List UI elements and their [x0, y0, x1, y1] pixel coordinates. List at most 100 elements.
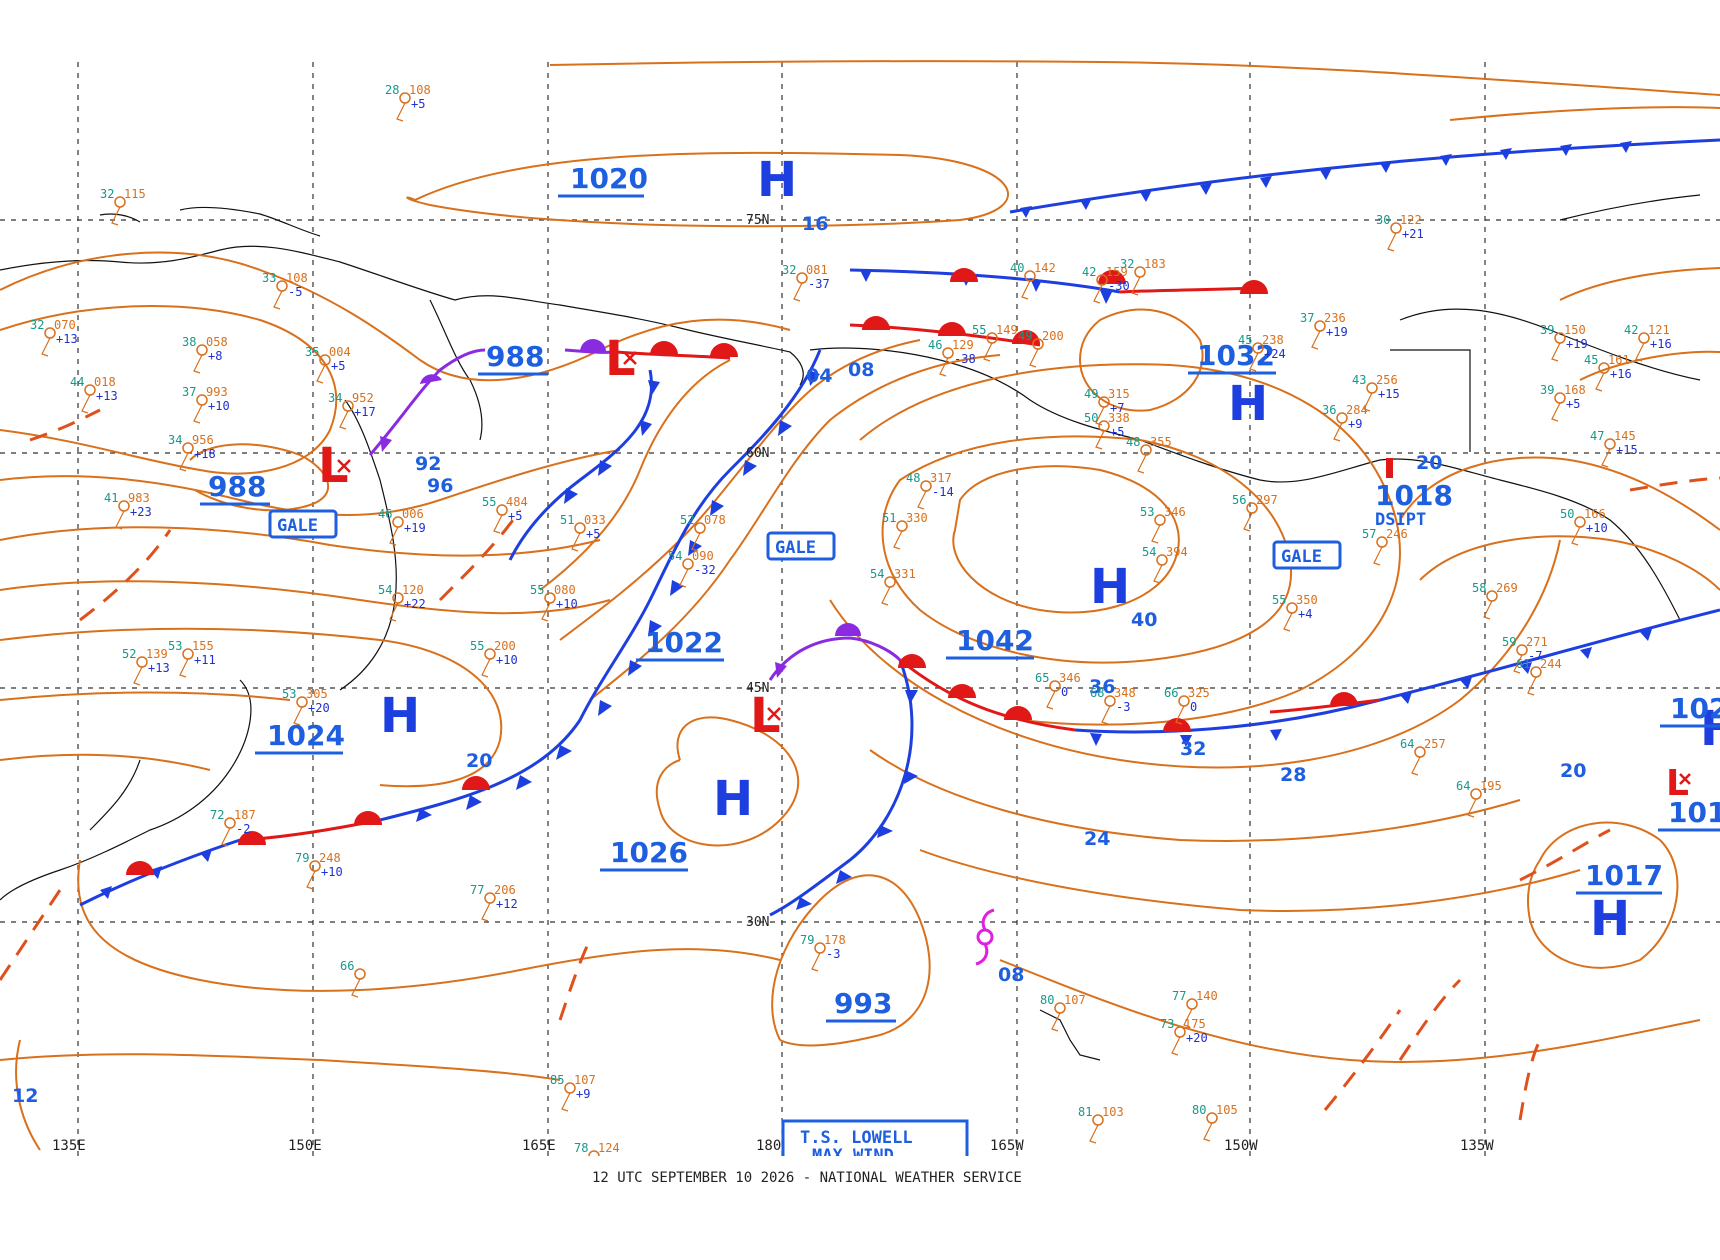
- station-temperature: 66: [1164, 686, 1178, 700]
- station-plot: 34 956+18: [168, 433, 216, 472]
- station-temperature: 37: [1300, 311, 1314, 325]
- high-center-symbol: H: [1228, 376, 1268, 432]
- station-tendency: +13: [148, 661, 170, 675]
- station-temperature: 53: [282, 687, 296, 701]
- station-plot: 51 330: [882, 511, 928, 550]
- station-plot: 54 120+22: [378, 583, 426, 622]
- latitude-label: 60N: [746, 446, 769, 461]
- station-temperature: 34: [328, 391, 342, 405]
- wind-barb-icon: [983, 342, 993, 362]
- station-plot: 85 107+9: [550, 1073, 596, 1112]
- station-pressure: 355: [1150, 435, 1172, 449]
- station-plot: 39 150+19: [1540, 323, 1588, 362]
- longitude-label: 150W: [1224, 1138, 1258, 1154]
- station-temperature: 55: [470, 639, 484, 653]
- station-temperature: 43: [1352, 373, 1366, 387]
- station-tendency: +11: [194, 653, 216, 667]
- station-pressure: 257: [1424, 737, 1446, 751]
- station-plot: 53 155+11: [168, 639, 216, 678]
- station-temperature: 72: [210, 808, 224, 822]
- station-plot: 55 200+10: [470, 639, 518, 678]
- wind-barb-icon: [1095, 430, 1105, 450]
- longitude-label: 135E: [52, 1138, 86, 1154]
- station-tendency: +20: [1186, 1031, 1208, 1045]
- isobar-value: 32: [1180, 738, 1206, 760]
- wind-barb-icon: [1131, 276, 1141, 296]
- station-plot: 54 394: [1142, 545, 1188, 584]
- pressure-label: 988: [208, 470, 266, 503]
- station-temperature: 35: [305, 345, 319, 359]
- station-pressure: 107: [1064, 993, 1086, 1007]
- station-plot: 47 145+15: [1590, 429, 1638, 468]
- station-tendency: +5: [411, 97, 425, 111]
- station-pressure: 006: [402, 507, 424, 521]
- station-pressure: 338: [1108, 411, 1130, 425]
- station-temperature: 54: [870, 567, 884, 581]
- station-temperature: 55: [1272, 593, 1286, 607]
- wind-barb-icon: [1243, 512, 1253, 532]
- gale-label: GALE: [1281, 547, 1322, 567]
- station-pressure: 346: [1059, 671, 1081, 685]
- station-pressure: 200: [494, 639, 516, 653]
- station-tendency: -5: [288, 285, 302, 299]
- station-pressure: 317: [930, 471, 952, 485]
- longitude-label: 165E: [522, 1138, 556, 1154]
- station-plot: 30 122+21: [1376, 213, 1424, 252]
- wind-barb-icon: [1046, 690, 1056, 710]
- station-pressure: 325: [1188, 686, 1210, 700]
- station-plot: 49 315+7: [1084, 387, 1130, 426]
- station-tendency: -37: [808, 277, 830, 291]
- station-temperature: 44: [70, 375, 84, 389]
- station-plot: 52 078: [680, 513, 726, 552]
- map-background: [0, 0, 1720, 1158]
- station-pressure: 142: [1034, 261, 1056, 275]
- station-plot: 44 018+13: [70, 375, 118, 414]
- station-temperature: 68: [1090, 686, 1104, 700]
- station-temperature: 50: [1560, 507, 1574, 521]
- wind-barb-icon: [939, 357, 949, 377]
- station-pressure: 090: [692, 549, 714, 563]
- wind-barb-icon: [493, 514, 503, 534]
- station-temperature: 53: [1140, 505, 1154, 519]
- wind-barb-icon: [1137, 454, 1147, 474]
- station-plot: 53 305+20: [282, 687, 330, 726]
- station-tendency: +10: [1586, 521, 1608, 535]
- station-plot: 42 159-30: [1082, 265, 1130, 304]
- high-center-symbol: H: [1700, 701, 1720, 757]
- pressure-label: 1026: [610, 836, 688, 869]
- station-tendency: +19: [1566, 337, 1588, 351]
- wind-barb-icon: [1527, 676, 1537, 696]
- station-plot: 45 238+24: [1238, 333, 1286, 372]
- station-pressure: 108: [409, 83, 431, 97]
- wind-barb-icon: [1093, 284, 1103, 304]
- station-temperature: 39: [1540, 383, 1554, 397]
- station-tendency: -32: [694, 563, 716, 577]
- station-temperature: 33: [262, 271, 276, 285]
- station-pressure: 348: [1114, 686, 1136, 700]
- wind-barb-icon: [1513, 654, 1523, 674]
- isobar-value: 08: [998, 964, 1024, 986]
- wind-barb-icon: [541, 602, 551, 622]
- wind-barb-icon: [1467, 798, 1477, 818]
- wind-barb-icon: [179, 452, 189, 472]
- pressure-label: 1042: [956, 624, 1034, 657]
- station-pressure: 331: [894, 567, 916, 581]
- station-temperature: 55: [972, 323, 986, 337]
- station-temperature: 30: [1376, 213, 1390, 227]
- wind-barb-icon: [1151, 524, 1161, 544]
- station-tendency: +16: [1650, 337, 1672, 351]
- station-temperature: 51: [882, 511, 896, 525]
- station-plot: 42 121+16: [1624, 323, 1672, 362]
- pressure-label: 1026: [1670, 692, 1720, 725]
- station-tendency: +7: [1110, 401, 1124, 415]
- station-pressure: 105: [1216, 1103, 1238, 1117]
- wind-barb-icon: [1095, 406, 1105, 426]
- station-tendency: -14: [932, 485, 954, 499]
- pressure-label: 1015: [1668, 796, 1720, 829]
- station-temperature: 58: [1472, 581, 1486, 595]
- coastlines: [0, 194, 1701, 1061]
- station-pressure: 346: [1164, 505, 1186, 519]
- wind-barb-icon: [1029, 348, 1039, 368]
- pressure-label: 1022: [645, 626, 723, 659]
